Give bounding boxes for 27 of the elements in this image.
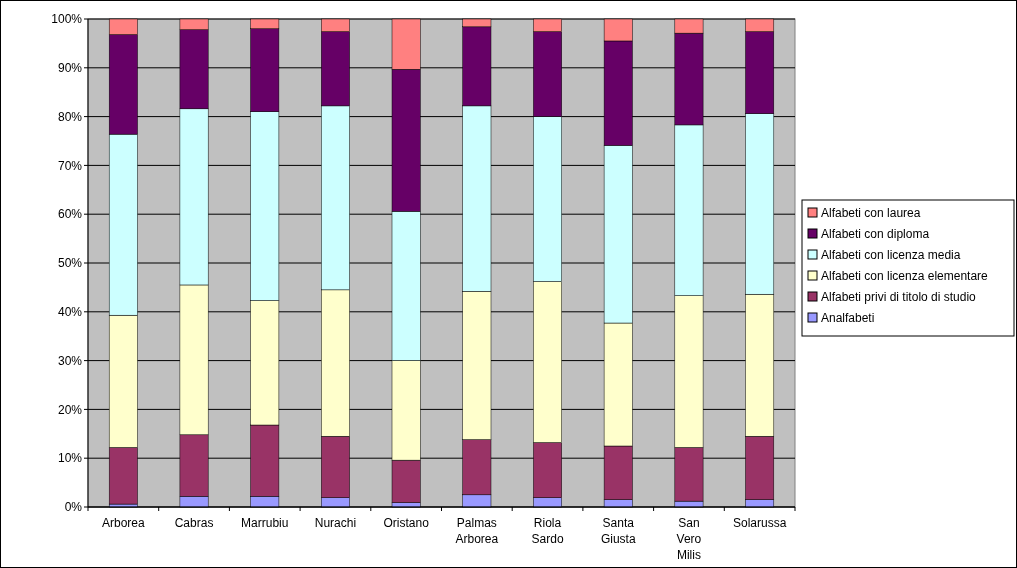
legend-label: Alfabeti con laurea <box>821 206 921 221</box>
x-tick-label: Arborea <box>102 516 146 530</box>
y-tick-label: 60% <box>57 207 83 222</box>
x-tick-label: Oristano <box>383 516 430 530</box>
y-tick-label: 100% <box>51 12 83 27</box>
y-tick-label: 40% <box>57 305 83 319</box>
x-tick-label: Riola Sardo <box>531 516 564 546</box>
legend-label: Alfabeti con licenza media <box>821 248 961 263</box>
y-tick-label: 10% <box>57 451 83 466</box>
legend-label: Alfabeti con diploma <box>821 227 930 242</box>
y-tick-label: 30% <box>57 353 83 368</box>
legend-label: Analfabeti <box>821 311 875 326</box>
y-tick-label: 80% <box>57 109 83 124</box>
y-tick-label: 90% <box>57 61 83 75</box>
x-tick-label: Cabras <box>174 516 214 530</box>
x-tick-label: Marrubiu <box>241 516 289 530</box>
y-tick-label: 20% <box>57 402 83 417</box>
x-tick-label: Santa Giusta <box>600 516 636 546</box>
x-tick-label: San Vero Milis <box>676 516 702 562</box>
y-tick-label: 0% <box>64 500 83 515</box>
x-tick-label: Palmas Arborea <box>455 516 499 546</box>
x-tick-label: Solarussa <box>732 516 787 530</box>
legend-label: Alfabeti privi di titolo di studio <box>821 290 977 305</box>
y-tick-label: 70% <box>57 158 83 173</box>
x-tick-label: Nurachi <box>314 516 357 530</box>
y-tick-label: 50% <box>57 256 83 271</box>
legend-label: Alfabeti con licenza elementare <box>821 269 989 284</box>
